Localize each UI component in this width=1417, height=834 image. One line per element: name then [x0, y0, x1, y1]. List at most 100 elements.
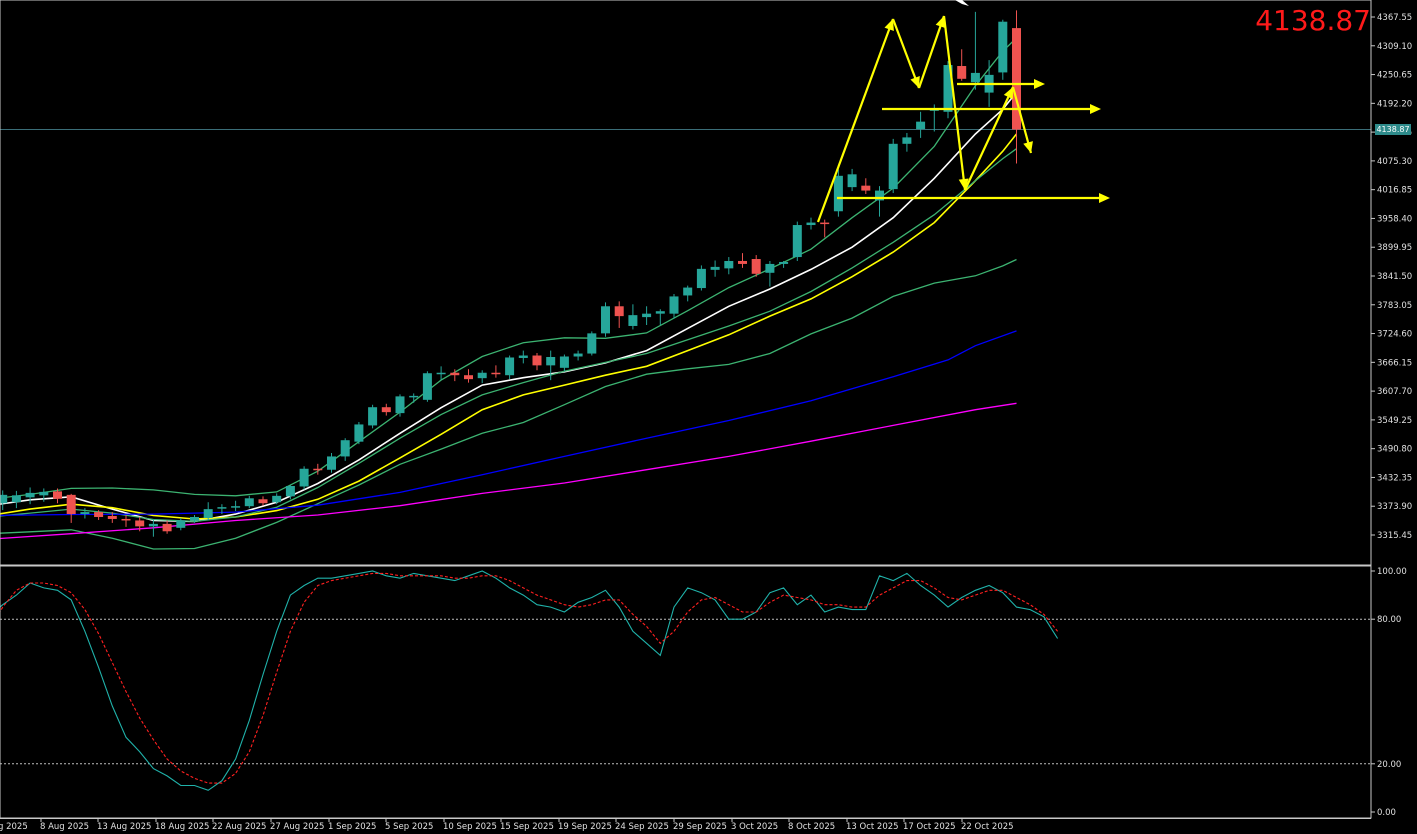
candle-body	[916, 121, 926, 130]
date-tick-label: 24 Sep 2025	[615, 822, 669, 832]
wave-leg-2	[891, 18, 921, 89]
date-tick-label: 18 Aug 2025	[155, 822, 209, 832]
stochastic-panel-frame	[0, 565, 1372, 819]
candle-body	[669, 296, 679, 314]
candle-body	[491, 372, 501, 375]
candle-body	[368, 407, 378, 426]
price-tick-label: 3666.15	[1377, 358, 1412, 368]
date-tick-label: 3 Oct 2025	[731, 822, 778, 832]
price-panel	[0, 10, 1371, 550]
price-tick-label: 3432.35	[1377, 473, 1412, 483]
candle-body	[11, 495, 21, 503]
candle-body	[683, 287, 693, 296]
date-tick-label: 8 Oct 2025	[788, 822, 835, 832]
candle-body	[655, 311, 665, 314]
date-tick-label: 22 Aug 2025	[212, 822, 266, 832]
candle-body	[998, 21, 1008, 73]
candle-body	[25, 492, 35, 498]
candle-body	[477, 372, 487, 379]
trend-annotations	[816, 0, 1110, 223]
price-tick-label: 3315.45	[1377, 531, 1412, 541]
candle-body	[66, 494, 76, 515]
candle-body	[244, 498, 254, 507]
candle-body	[751, 259, 761, 274]
price-tick-label: 4192.20	[1377, 99, 1412, 109]
candle-body	[53, 491, 62, 499]
candle-body	[710, 266, 720, 270]
price-tick-label: 3958.40	[1377, 214, 1412, 224]
stochastic-panel	[0, 570, 1371, 791]
date-tick-label: 13 Oct 2025	[846, 822, 899, 832]
candle-body	[573, 353, 583, 357]
wave-leg-1-head	[884, 19, 894, 32]
candle-body	[888, 143, 898, 190]
candle-body	[738, 260, 747, 264]
price-tick-label: 4309.10	[1377, 42, 1412, 52]
wave-leg-5-head	[1003, 87, 1013, 100]
candle-body	[518, 355, 528, 358]
candle-body	[0, 494, 8, 504]
candle-body	[299, 468, 309, 487]
candle-body	[190, 517, 199, 521]
date-tick-label: 8 Aug 2025	[40, 822, 89, 832]
date-tick-label: 1 Sep 2025	[328, 822, 376, 832]
candle-body	[313, 468, 323, 471]
price-tick-label: 3373.90	[1377, 502, 1412, 512]
candle-body	[436, 372, 446, 375]
candle-body	[628, 315, 638, 326]
date-tick-label: 17 Oct 2025	[903, 822, 956, 832]
candle-body	[642, 313, 652, 318]
price-tick-label: 3549.25	[1377, 416, 1412, 426]
candle-body	[806, 222, 816, 226]
stoch-tick-label: 20.00	[1377, 760, 1401, 770]
stochastic-line	[0, 570, 1059, 791]
date-tick-label: 10 Sep 2025	[443, 822, 497, 832]
candle-body	[381, 407, 391, 413]
wave-leg-6-head	[1023, 141, 1033, 153]
wave-leg-3-head	[935, 16, 946, 29]
price-tick-label: 3607.70	[1377, 387, 1412, 397]
candle-body	[176, 520, 186, 528]
candle-body	[724, 260, 734, 269]
candle-body	[792, 225, 802, 258]
candle-body	[231, 506, 241, 508]
indicator-line	[0, 148, 1017, 523]
price-tick-label: 3899.95	[1377, 243, 1412, 253]
candle-body	[957, 66, 967, 79]
candle-body	[80, 512, 90, 515]
indicator-line	[0, 330, 1017, 517]
wave-leg-3	[917, 15, 946, 89]
candle-body	[559, 356, 569, 368]
indicator-line	[0, 258, 1017, 550]
candle-body	[409, 395, 419, 398]
candle-body	[875, 190, 884, 201]
date-tick-label: 19 Sep 2025	[558, 822, 612, 832]
candle-body	[340, 440, 350, 457]
price-panel-frame	[0, 0, 1372, 566]
date-tick-label: g 2025	[0, 822, 28, 832]
candle-body	[902, 137, 912, 144]
candle-body	[779, 261, 789, 264]
date-tick-label: 29 Sep 2025	[673, 822, 727, 832]
candle-body	[162, 523, 172, 532]
candle-body	[861, 185, 871, 191]
candle-body	[696, 268, 706, 289]
last-price-tag: 4138.87	[1375, 124, 1411, 135]
candle-body	[450, 372, 460, 376]
price-tick-label: 3841.50	[1377, 272, 1412, 282]
indicator-line	[0, 91, 1018, 523]
candle-body	[327, 456, 336, 470]
indicator-line	[0, 133, 1018, 520]
level-arrow-middle-head	[1090, 104, 1101, 114]
stochastic-line	[0, 572, 1059, 784]
candle-body	[505, 357, 515, 376]
date-tick-label: 22 Oct 2025	[961, 822, 1014, 832]
candle-body	[354, 424, 364, 442]
object-marker	[955, 0, 969, 6]
candle-body	[1012, 28, 1021, 130]
stoch-tick-label: 80.00	[1377, 615, 1401, 625]
date-tick-label: 5 Sep 2025	[385, 822, 433, 832]
wave-leg-4-head	[958, 178, 969, 190]
stoch-tick-label: 100.00	[1377, 567, 1407, 577]
